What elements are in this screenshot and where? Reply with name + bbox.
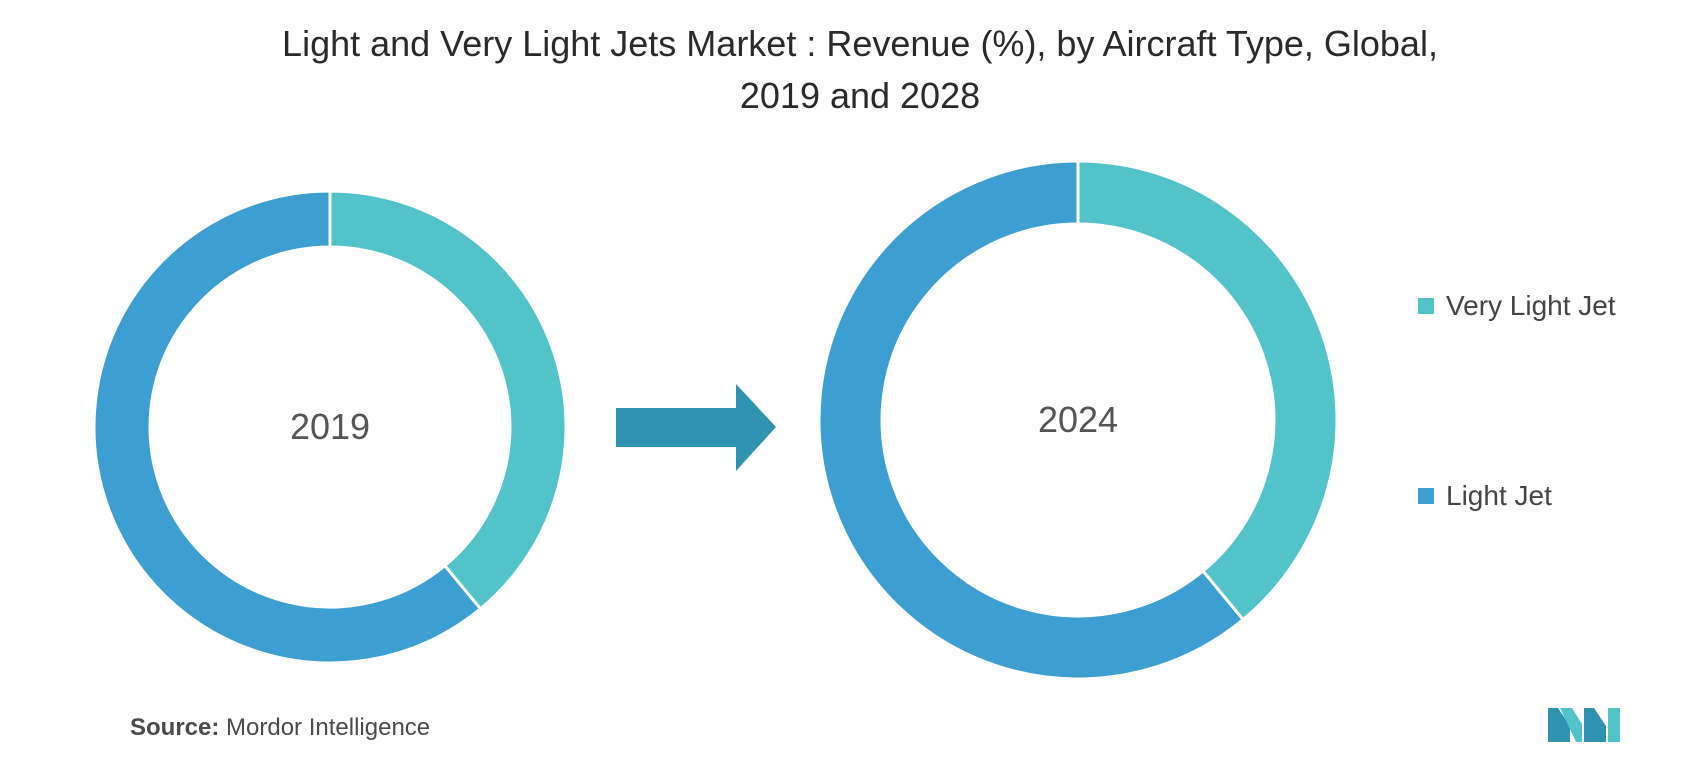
legend-label-very-light-jet: Very Light Jet — [1446, 290, 1616, 321]
donut-slice-light-jet-2019 — [92, 189, 483, 665]
donut-chart-2024: 2024 — [817, 159, 1339, 681]
donut-chart-2019: 2019 — [92, 189, 568, 665]
mordor-intelligence-logo-icon — [1548, 708, 1620, 742]
donut-slice-very-light-jet-2019 — [328, 189, 568, 611]
chart-title: Light and Very Light Jets Market : Reven… — [150, 18, 1570, 122]
legend-item-very-light-jet: Very Light Jet — [1418, 290, 1616, 322]
donut-slice-light-jet-2024 — [817, 159, 1246, 681]
donut-center-label-2019: 2019 — [290, 406, 370, 447]
legend-item-light-jet: Light Jet — [1418, 480, 1552, 512]
legend-swatch-very-light-jet — [1418, 298, 1434, 314]
legend-swatch-light-jet — [1418, 488, 1434, 504]
legend-label-light-jet: Light Jet — [1446, 480, 1552, 511]
arrow-right-icon — [616, 384, 776, 471]
source-note: Source: Mordor Intelligence — [130, 714, 430, 742]
source-label: Source: — [130, 714, 220, 741]
donut-center-label-2024: 2024 — [1038, 399, 1118, 440]
source-text: Mordor Intelligence — [226, 714, 431, 741]
chart-title-line-2: 2019 and 2028 — [739, 75, 981, 116]
chart-title-line-1: Light and Very Light Jets Market : Reven… — [282, 23, 1438, 64]
donut-slice-very-light-jet-2024 — [1076, 159, 1339, 622]
